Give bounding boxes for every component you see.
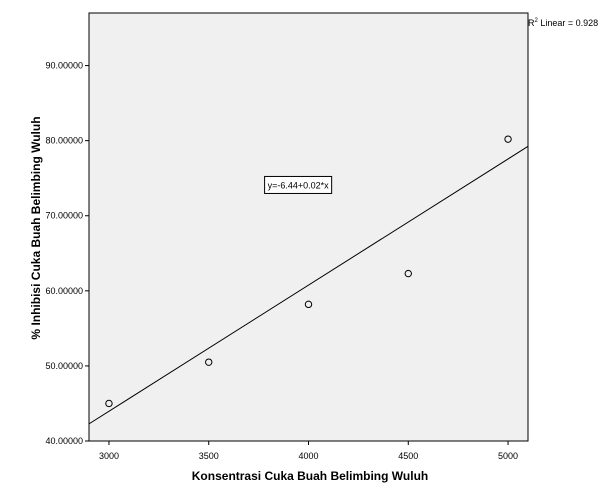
y-axis-title: % Inhibisi Cuka Buah Belimbing Wuluh: [29, 116, 43, 339]
x-tick-label: 4500: [398, 451, 418, 461]
y-tick-label: 90.00000: [45, 61, 83, 71]
equation-box: y=-6.44+0.02*x: [264, 175, 333, 194]
y-tick-label: 50.00000: [45, 361, 83, 371]
x-tick-label: 5000: [498, 451, 518, 461]
data-points: [105, 135, 512, 408]
x-axis: 3000 3500 4000 4500 5000: [99, 441, 518, 461]
x-tick-label: 3000: [99, 451, 119, 461]
equation-box-frame: [264, 175, 333, 194]
data-point: [105, 399, 113, 408]
y-tick-label: 70.00000: [45, 211, 83, 221]
equation-label: y=-6.44+0.02*x: [268, 180, 330, 190]
x-tick-label: 4000: [298, 451, 318, 461]
y-axis: 40.00000 50.00000 60.00000 70.00000 80.00000…: [45, 61, 89, 446]
x-tick-label: 3500: [199, 451, 219, 461]
x-axis-title: Konsentrasi Cuka Buah Belimbing Wuluh: [192, 469, 428, 483]
fit-line: [88, 145, 529, 425]
y-tick-label: 40.00000: [45, 436, 83, 446]
data-point: [404, 269, 412, 278]
fit-line-group: [88, 145, 529, 425]
r2-label: R2 Linear = 0.928: [528, 18, 598, 28]
data-point: [205, 358, 213, 366]
y-tick-label: 60.00000: [45, 286, 83, 296]
data-point: [504, 135, 512, 143]
y-tick-label: 80.00000: [45, 136, 83, 146]
data-point: [304, 300, 313, 309]
plot-background: [88, 12, 529, 442]
